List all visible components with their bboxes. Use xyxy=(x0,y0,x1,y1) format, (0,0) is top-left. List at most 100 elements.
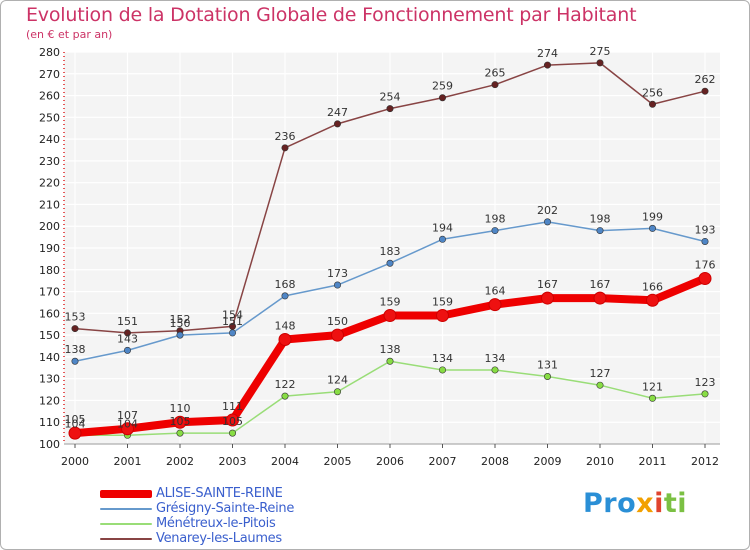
data-label: 167 xyxy=(590,278,611,291)
y-tick-label: 250 xyxy=(39,111,60,124)
y-tick-label: 190 xyxy=(39,242,60,255)
y-tick-label: 160 xyxy=(39,307,60,320)
data-label: 148 xyxy=(275,319,296,332)
data-point xyxy=(648,394,656,402)
x-tick-label: 2009 xyxy=(534,455,562,468)
y-tick-label: 130 xyxy=(39,373,60,386)
data-label: 110 xyxy=(170,402,191,415)
data-point xyxy=(229,329,237,337)
data-point xyxy=(333,281,341,289)
y-tick-label: 180 xyxy=(39,264,60,277)
data-label: 194 xyxy=(432,221,453,234)
data-label: 176 xyxy=(695,258,716,271)
data-point xyxy=(386,259,394,267)
data-point xyxy=(176,429,184,437)
y-tick-label: 170 xyxy=(39,286,60,299)
data-label: 127 xyxy=(590,367,611,380)
data-label: 131 xyxy=(537,358,558,371)
y-tick-label: 110 xyxy=(39,416,60,429)
data-point xyxy=(386,105,394,113)
x-tick-label: 2005 xyxy=(324,455,352,468)
y-tick-label: 230 xyxy=(39,155,60,168)
data-point xyxy=(596,59,604,67)
data-label: 151 xyxy=(117,315,138,328)
data-point xyxy=(541,291,554,305)
data-label: 254 xyxy=(380,91,401,104)
x-tick-label: 2008 xyxy=(481,455,509,468)
x-tick-label: 2000 xyxy=(61,455,89,468)
data-point xyxy=(176,331,184,339)
data-label: 265 xyxy=(485,67,506,80)
x-tick-label: 2011 xyxy=(639,455,667,468)
legend-swatch xyxy=(100,508,152,510)
data-point xyxy=(701,87,709,95)
data-point xyxy=(71,357,79,365)
x-tick-label: 2003 xyxy=(219,455,247,468)
logo-text-part: x xyxy=(636,488,655,519)
data-label: 275 xyxy=(590,45,611,58)
y-tick-label: 150 xyxy=(39,329,60,342)
x-tick-label: 2004 xyxy=(271,455,299,468)
data-label: 159 xyxy=(432,296,453,309)
y-tick-label: 240 xyxy=(39,133,60,146)
data-point xyxy=(438,235,446,243)
data-label: 198 xyxy=(485,213,506,226)
data-point xyxy=(331,328,344,342)
data-label: 150 xyxy=(170,317,191,330)
x-tick-label: 2006 xyxy=(376,455,404,468)
data-label: 138 xyxy=(65,343,86,356)
data-label: 143 xyxy=(117,332,138,345)
data-point xyxy=(229,429,237,437)
data-label: 154 xyxy=(222,308,243,321)
y-tick-label: 210 xyxy=(39,198,60,211)
data-label: 151 xyxy=(222,315,243,328)
x-tick-label: 2001 xyxy=(114,455,142,468)
data-point xyxy=(646,293,659,307)
data-label: 259 xyxy=(432,80,453,93)
data-label: 199 xyxy=(642,210,663,223)
data-point xyxy=(543,218,551,226)
x-tick-label: 2002 xyxy=(166,455,194,468)
data-label: 247 xyxy=(327,106,348,119)
legend-label: Venarey-les-Laumes xyxy=(156,531,282,546)
legend-label: Ménétreux-le-Pitois xyxy=(156,516,276,531)
data-point xyxy=(226,413,239,427)
x-tick-label: 2012 xyxy=(691,455,719,468)
chart-title: Evolution de la Dotation Globale de Fonc… xyxy=(26,4,637,26)
data-label: 104 xyxy=(117,417,138,430)
data-point xyxy=(121,422,134,436)
data-point xyxy=(333,388,341,396)
data-point xyxy=(71,325,79,333)
data-label: 104 xyxy=(65,417,86,430)
y-tick-label: 100 xyxy=(39,438,60,451)
data-point xyxy=(491,366,499,374)
data-label: 138 xyxy=(380,343,401,356)
data-label: 167 xyxy=(537,278,558,291)
data-label: 262 xyxy=(695,73,716,86)
data-point xyxy=(333,120,341,128)
y-tick-label: 120 xyxy=(39,394,60,407)
data-point xyxy=(648,100,656,108)
y-tick-label: 220 xyxy=(39,177,60,190)
data-label: 236 xyxy=(275,130,296,143)
data-label: 111 xyxy=(222,400,243,413)
data-point xyxy=(698,271,712,285)
y-tick-label: 140 xyxy=(39,351,60,364)
data-point xyxy=(438,94,446,102)
data-point xyxy=(701,390,709,398)
data-point xyxy=(173,415,187,429)
data-label: 105 xyxy=(65,413,86,426)
data-point xyxy=(383,309,397,323)
data-point xyxy=(281,392,289,400)
data-label: 122 xyxy=(275,378,296,391)
data-point xyxy=(281,292,289,300)
data-point xyxy=(386,357,394,365)
data-label: 166 xyxy=(642,280,663,293)
x-tick-label: 2010 xyxy=(586,455,614,468)
legend-swatch xyxy=(100,523,152,525)
data-point xyxy=(281,144,289,152)
data-point xyxy=(596,381,604,389)
legend-swatch xyxy=(100,538,152,540)
data-label: 168 xyxy=(275,278,296,291)
